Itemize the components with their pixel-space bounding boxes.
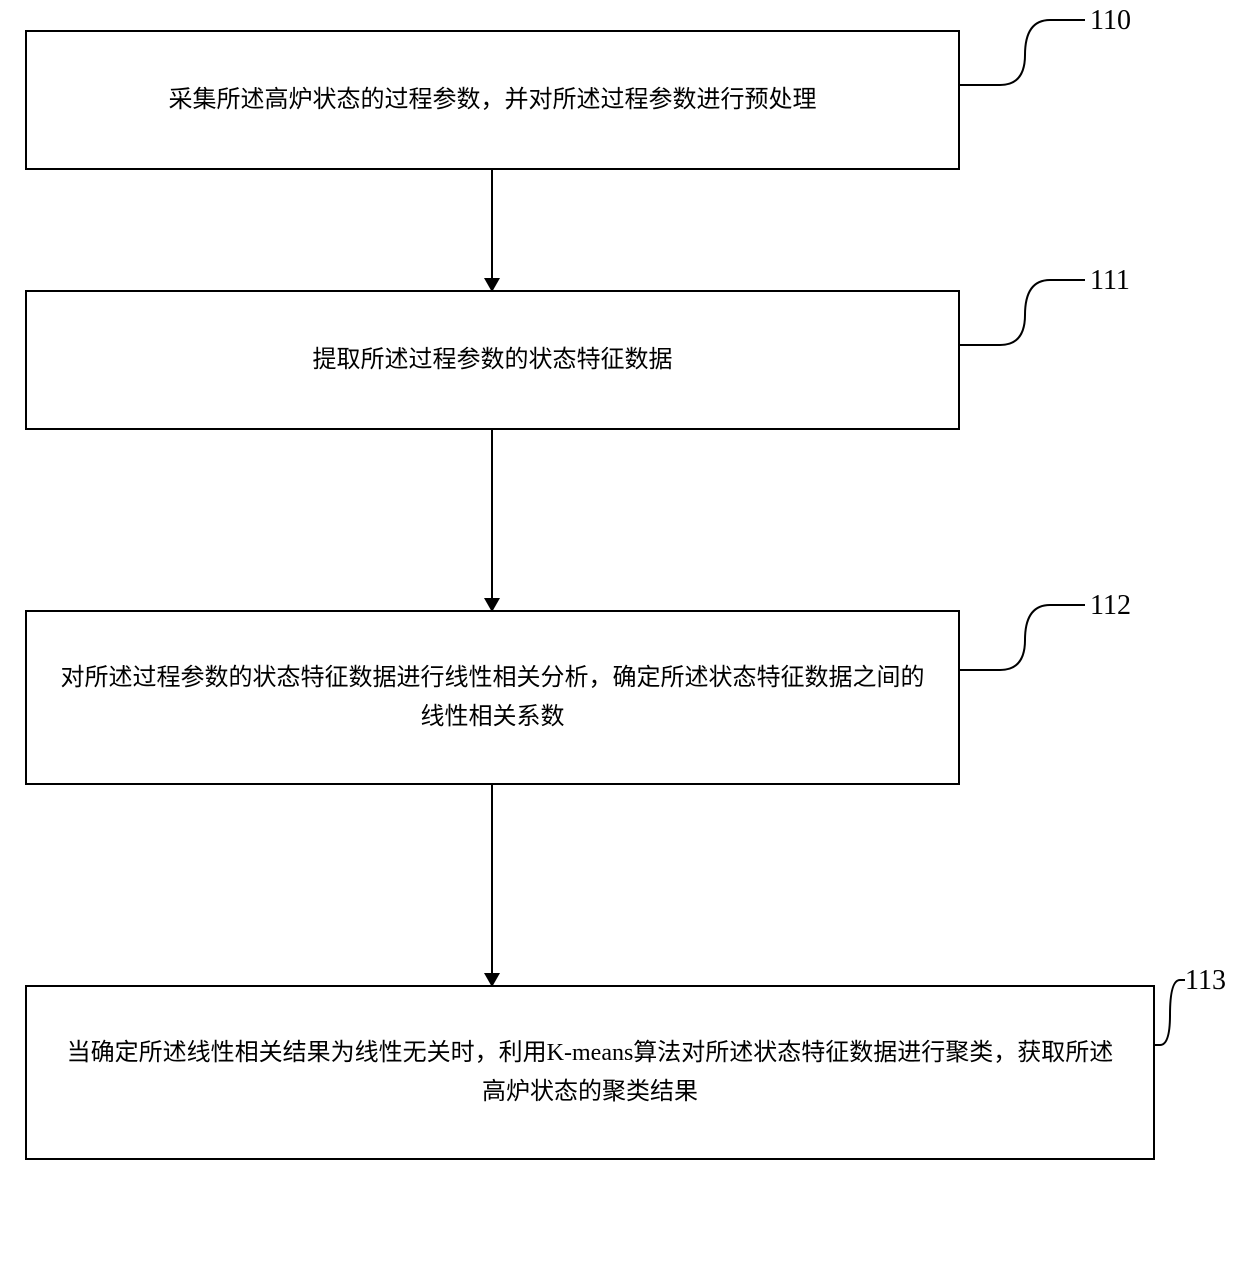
step-112-text: 对所述过程参数的状态特征数据进行线性相关分析，确定所述状态特征数据之间的线性相关… (57, 659, 928, 736)
arrow-2 (480, 430, 504, 615)
flowchart-step-112: 对所述过程参数的状态特征数据进行线性相关分析，确定所述状态特征数据之间的线性相关… (25, 610, 960, 785)
connector-111 (960, 265, 1090, 360)
step-111-label: 111 (1090, 265, 1130, 297)
step-113-text: 当确定所述线性相关结果为线性无关时，利用K-means算法对所述状态特征数据进行… (57, 1034, 1123, 1111)
flowchart-step-113: 当确定所述线性相关结果为线性无关时，利用K-means算法对所述状态特征数据进行… (25, 985, 1155, 1160)
step-112-label: 112 (1090, 590, 1131, 622)
step-110-label: 110 (1090, 5, 1131, 37)
flowchart-container: 采集所述高炉状态的过程参数，并对所述过程参数进行预处理 110 提取所述过程参数… (0, 0, 1240, 1266)
flowchart-step-110: 采集所述高炉状态的过程参数，并对所述过程参数进行预处理 (25, 30, 960, 170)
connector-113 (1155, 965, 1215, 1060)
step-110-text: 采集所述高炉状态的过程参数，并对所述过程参数进行预处理 (169, 81, 817, 119)
step-111-text: 提取所述过程参数的状态特征数据 (313, 341, 673, 379)
arrow-1 (480, 170, 504, 295)
connector-112 (960, 590, 1090, 685)
arrow-3 (480, 785, 504, 990)
flowchart-step-111: 提取所述过程参数的状态特征数据 (25, 290, 960, 430)
connector-110 (960, 5, 1090, 100)
